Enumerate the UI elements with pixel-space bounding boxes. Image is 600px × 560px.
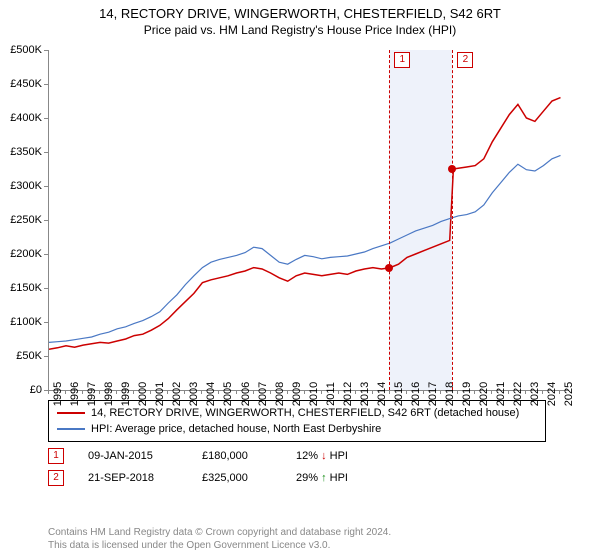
y-axis-label: £200K [10, 248, 42, 260]
down-arrow-icon: ↓ [321, 450, 327, 462]
y-axis-label: £500K [10, 44, 42, 56]
chart-area: £0£50K£100K£150K£200K£250K£300K£350K£400… [48, 50, 568, 390]
transaction-row: 1 09-JAN-2015 £180,000 12% ↓ HPI [48, 446, 568, 466]
y-axis-label: £300K [10, 180, 42, 192]
y-axis-label: £100K [10, 316, 42, 328]
transaction-dot [448, 165, 456, 173]
y-axis-label: £150K [10, 282, 42, 294]
legend-row: 14, RECTORY DRIVE, WINGERWORTH, CHESTERF… [57, 405, 537, 421]
legend-swatch-property [57, 412, 85, 414]
footer-attribution: Contains HM Land Registry data © Crown c… [48, 526, 391, 552]
transaction-vline [452, 50, 453, 390]
chart-transaction-marker: 1 [394, 52, 410, 68]
transaction-row: 2 21-SEP-2018 £325,000 29% ↑ HPI [48, 468, 568, 488]
transaction-marker-2: 2 [48, 470, 64, 486]
series-svg [49, 50, 569, 390]
legend-box: 14, RECTORY DRIVE, WINGERWORTH, CHESTERF… [48, 400, 546, 442]
y-axis-label: £450K [10, 78, 42, 90]
transaction-pct: 12% ↓ HPI [296, 450, 348, 462]
legend-row: HPI: Average price, detached house, Nort… [57, 421, 537, 437]
footer-line: Contains HM Land Registry data © Crown c… [48, 526, 391, 539]
transaction-date: 21-SEP-2018 [88, 472, 178, 484]
chart-transaction-marker: 2 [457, 52, 473, 68]
series-property [49, 98, 561, 350]
transaction-dot [385, 264, 393, 272]
y-axis-label: £400K [10, 112, 42, 124]
transaction-price: £325,000 [202, 472, 272, 484]
legend-swatch-hpi [57, 428, 85, 430]
chart-title: 14, RECTORY DRIVE, WINGERWORTH, CHESTERF… [0, 6, 600, 21]
chart-container: 14, RECTORY DRIVE, WINGERWORTH, CHESTERF… [0, 0, 600, 560]
transaction-marker-1: 1 [48, 448, 64, 464]
transaction-price: £180,000 [202, 450, 272, 462]
legend-label-property: 14, RECTORY DRIVE, WINGERWORTH, CHESTERF… [91, 407, 519, 419]
footer-line: This data is licensed under the Open Gov… [48, 539, 391, 552]
x-axis-label: 2025 [563, 382, 575, 406]
y-axis-label: £0 [30, 384, 42, 396]
series-hpi [49, 155, 561, 342]
chart-subtitle: Price paid vs. HM Land Registry's House … [0, 23, 600, 37]
up-arrow-icon: ↑ [321, 472, 327, 484]
transaction-pct: 29% ↑ HPI [296, 472, 348, 484]
transaction-vline [389, 50, 390, 390]
x-axis-label: 2024 [546, 382, 558, 406]
y-axis-label: £350K [10, 146, 42, 158]
transaction-date: 09-JAN-2015 [88, 450, 178, 462]
title-block: 14, RECTORY DRIVE, WINGERWORTH, CHESTERF… [0, 0, 600, 37]
legend-label-hpi: HPI: Average price, detached house, Nort… [91, 423, 381, 435]
y-axis-label: £250K [10, 214, 42, 226]
y-axis-label: £50K [16, 350, 42, 362]
plot-frame [48, 50, 569, 391]
